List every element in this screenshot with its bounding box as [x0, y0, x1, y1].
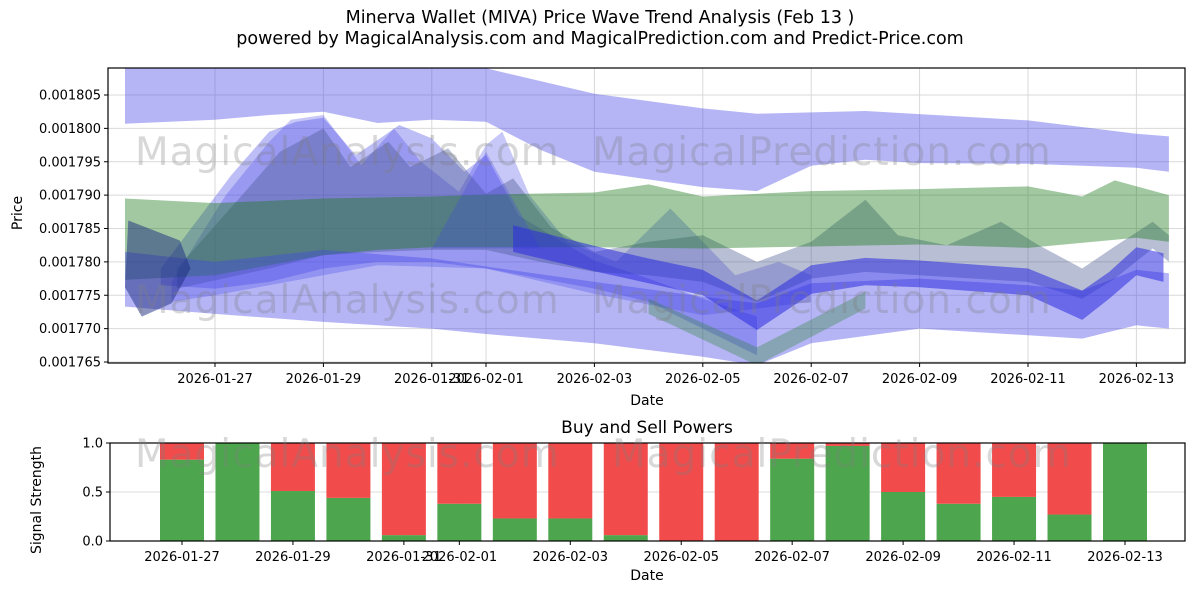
figure-title: Minerva Wallet (MIVA) Price Wave Trend A…: [0, 8, 1200, 50]
price-x-tick-label: 2026-01-31: [394, 372, 470, 387]
power-x-tick-label: 2026-02-05: [643, 550, 719, 565]
sell-bar-2026-02-12: [1047, 443, 1092, 515]
sell-bar-2026-02-10: [936, 443, 981, 504]
power-y-axis-label: Signal Strength: [29, 446, 45, 555]
price-y-tick-label: 0.001795: [39, 155, 101, 170]
buy-bar-2026-02-01: [437, 503, 482, 541]
power-chart-title: Buy and Sell Powers: [561, 418, 733, 438]
price-y-tick-label: 0.001775: [39, 289, 101, 304]
price-y-tick-label: 0.001765: [39, 356, 101, 371]
sell-bar-2026-01-29: [270, 443, 315, 492]
buy-bar-2026-02-07: [770, 458, 815, 541]
price-x-tick-label: 2026-02-03: [557, 372, 633, 387]
price-x-tick-label: 2026-01-27: [177, 372, 253, 387]
band-blue-wave-mass: [160, 117, 758, 356]
sell-bar-2026-02-03: [548, 443, 593, 519]
power-y-tick-label: 1.0: [82, 437, 103, 452]
price-x-tick-label: 2026-02-07: [773, 372, 849, 387]
band-dip-green-stroke: [648, 291, 866, 363]
buy-bar-2026-02-10: [936, 503, 981, 541]
sell-bar-2026-02-06: [714, 443, 759, 541]
power-x-tick-label: 2026-02-07: [754, 550, 830, 565]
power-x-tick-label: 2026-02-01: [422, 550, 498, 565]
power-y-tick-label: 0.5: [82, 486, 103, 501]
price-x-tick-label: 2026-01-29: [286, 372, 362, 387]
buy-bar-2026-01-28: [215, 443, 260, 541]
sell-bar-2026-02-08: [825, 443, 870, 446]
buy-bar-2026-01-31: [381, 535, 426, 541]
sell-bar-2026-02-11: [992, 443, 1037, 497]
buy-bar-2026-02-03: [548, 518, 593, 541]
price-y-tick-label: 0.001785: [39, 222, 101, 237]
sell-bar-2026-01-27: [160, 443, 204, 460]
power-x-axis-label: Date: [630, 568, 664, 584]
band-green-trend-band: [125, 180, 1169, 280]
price-y-tick-label: 0.001790: [39, 189, 101, 204]
buy-bar-2026-02-11: [992, 496, 1037, 541]
price-y-axis-label: Price: [10, 195, 26, 231]
power-x-tick-label: 2026-01-27: [144, 550, 220, 565]
buy-bar-2026-02-13: [1102, 443, 1147, 541]
buy-bar-2026-01-29: [270, 491, 315, 541]
price-y-tick-label: 0.001770: [39, 322, 101, 337]
buy-bar-2026-02-04: [603, 535, 648, 541]
price-x-tick-label: 2026-02-01: [448, 372, 524, 387]
band-left-dark-knot: [125, 220, 191, 317]
price-plot-border: [107, 67, 1186, 364]
sell-bar-2026-02-05: [659, 443, 704, 541]
sell-bar-2026-02-07: [770, 443, 815, 459]
band-bright-blue-zigzag: [513, 225, 1164, 330]
price-y-tick-label: 0.001805: [39, 89, 101, 104]
power-x-tick-label: 2026-02-11: [976, 550, 1052, 565]
sell-bar-2026-02-01: [437, 443, 482, 504]
power-x-tick-label: 2026-02-13: [1087, 550, 1163, 565]
buy-bar-2026-02-08: [825, 445, 870, 541]
sell-bar-2026-01-31: [381, 443, 426, 536]
price-x-axis-label: Date: [630, 393, 664, 409]
buy-bar-2026-02-09: [881, 492, 926, 541]
sell-bar-2026-01-30: [326, 443, 371, 498]
price-y-tick-label: 0.001780: [39, 255, 101, 270]
power-x-tick-label: 2026-01-29: [255, 550, 331, 565]
power-x-tick-label: 2026-02-09: [865, 550, 941, 565]
price-y-tick-label: 0.001800: [39, 122, 101, 137]
buy-bar-2026-02-02: [492, 518, 537, 541]
title-line-1: Minerva Wallet (MIVA) Price Wave Trend A…: [345, 8, 855, 28]
band-lower-forecast-band: [125, 249, 1169, 363]
buy-bar-2026-01-30: [326, 497, 371, 541]
band-slate-wave: [177, 128, 1169, 302]
power-y-tick-label: 0.0: [82, 535, 103, 550]
sell-bar-2026-02-04: [603, 443, 648, 536]
title-line-2: powered by MagicalAnalysis.com and Magic…: [236, 29, 964, 49]
power-x-tick-label: 2026-01-31: [366, 550, 442, 565]
sell-bar-2026-02-09: [881, 443, 926, 492]
price-x-tick-label: 2026-02-09: [882, 372, 958, 387]
buy-bar-2026-01-27: [160, 459, 204, 541]
power-x-tick-label: 2026-02-03: [533, 550, 609, 565]
price-x-tick-label: 2026-02-11: [990, 372, 1066, 387]
band-feb01-spike: [431, 151, 541, 249]
band-upper-forecast-band: [125, 68, 1169, 192]
price-x-tick-label: 2026-02-13: [1099, 372, 1175, 387]
price-x-tick-label: 2026-02-05: [665, 372, 741, 387]
buy-bar-2026-02-12: [1047, 514, 1092, 541]
sell-bar-2026-02-02: [492, 443, 537, 519]
